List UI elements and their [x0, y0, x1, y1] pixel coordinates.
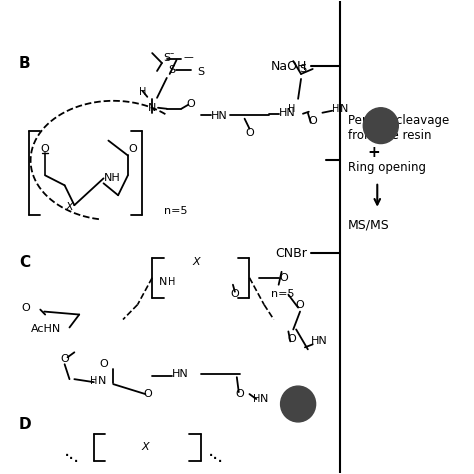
- Text: O: O: [296, 300, 304, 310]
- Text: O: O: [279, 273, 288, 283]
- Text: S: S: [163, 53, 170, 63]
- Text: B: B: [19, 56, 30, 71]
- Text: .: .: [212, 444, 219, 463]
- Text: from the resin: from the resin: [348, 128, 432, 142]
- Text: NaOH: NaOH: [271, 60, 307, 73]
- Text: X: X: [192, 257, 200, 267]
- Text: O: O: [308, 116, 317, 126]
- Text: O: O: [230, 289, 239, 299]
- Text: O: O: [41, 144, 50, 154]
- Text: HN: HN: [311, 337, 328, 346]
- Text: N: N: [148, 103, 156, 113]
- Text: N: N: [97, 376, 106, 386]
- Text: n=5: n=5: [164, 206, 187, 216]
- Text: CNBr: CNBr: [275, 247, 307, 260]
- Text: N: N: [340, 104, 348, 114]
- Text: n=5: n=5: [271, 289, 294, 299]
- Text: S: S: [300, 64, 307, 74]
- Text: H: H: [253, 394, 260, 404]
- Text: N: N: [260, 394, 268, 404]
- Text: Peptide cleavage: Peptide cleavage: [348, 114, 449, 127]
- Text: H: H: [288, 104, 295, 114]
- Text: HN: HN: [172, 369, 188, 379]
- Text: C: C: [19, 255, 30, 270]
- Text: HN: HN: [210, 111, 228, 121]
- Text: O: O: [21, 302, 30, 312]
- Text: H: H: [90, 376, 98, 386]
- Circle shape: [363, 108, 398, 144]
- Text: X: X: [142, 442, 149, 452]
- Text: O: O: [128, 144, 137, 154]
- Circle shape: [281, 386, 316, 422]
- Text: —: —: [183, 52, 193, 62]
- Text: N: N: [159, 277, 167, 287]
- Text: Ring opening: Ring opening: [348, 162, 426, 174]
- Text: –: –: [170, 50, 174, 59]
- Text: X: X: [66, 202, 73, 212]
- Text: O: O: [187, 99, 195, 109]
- Text: .: .: [68, 444, 74, 463]
- Text: +: +: [367, 145, 380, 160]
- Text: .: .: [64, 441, 70, 460]
- Text: NH: NH: [103, 173, 120, 183]
- Text: O: O: [287, 334, 296, 345]
- Text: .: .: [217, 447, 223, 466]
- Text: H: H: [332, 104, 339, 114]
- Text: S: S: [168, 65, 175, 75]
- Text: O: O: [236, 389, 244, 399]
- Text: O: O: [245, 128, 254, 137]
- Text: D: D: [19, 417, 32, 432]
- Text: .: .: [73, 447, 80, 466]
- Text: AcHN: AcHN: [31, 325, 61, 335]
- Text: H: H: [168, 277, 175, 287]
- Text: O: O: [60, 354, 69, 365]
- Text: MS/MS: MS/MS: [348, 218, 390, 231]
- Text: H: H: [139, 87, 146, 97]
- Text: HN: HN: [279, 108, 295, 118]
- Text: O: O: [99, 359, 108, 369]
- Text: S: S: [197, 67, 204, 77]
- Text: .: .: [208, 441, 214, 460]
- Text: O: O: [143, 389, 152, 399]
